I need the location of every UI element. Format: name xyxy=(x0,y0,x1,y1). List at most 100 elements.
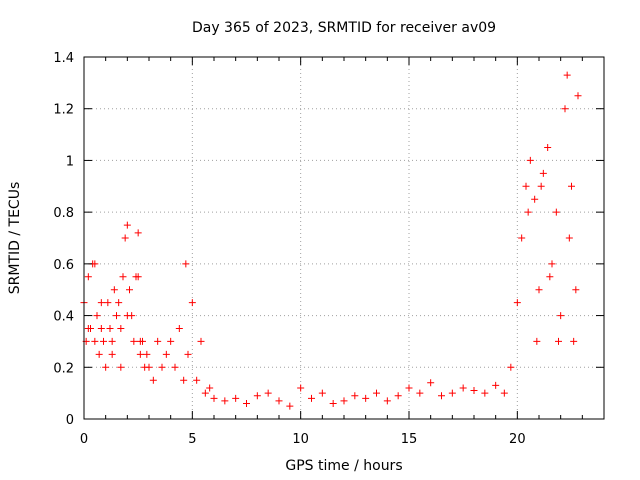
data-point xyxy=(104,299,112,307)
data-point xyxy=(546,273,554,281)
data-point xyxy=(184,350,192,358)
data-point xyxy=(500,389,508,397)
data-points xyxy=(80,71,582,410)
data-point xyxy=(154,337,162,345)
data-point xyxy=(100,337,107,345)
data-point xyxy=(563,71,571,79)
x-axis-label: GPS time / hours xyxy=(285,458,402,474)
x-tick-label: 5 xyxy=(188,432,196,447)
data-point xyxy=(448,389,456,397)
data-point xyxy=(405,384,413,392)
data-point xyxy=(329,399,337,407)
data-point xyxy=(188,299,196,307)
y-axis-label: SRMTID / TECUs xyxy=(7,182,23,295)
data-point xyxy=(544,144,552,151)
data-point xyxy=(91,337,99,345)
data-point xyxy=(481,389,489,397)
data-point xyxy=(537,182,545,190)
data-point xyxy=(136,337,144,345)
data-point xyxy=(548,260,556,268)
data-point xyxy=(221,397,229,405)
data-point xyxy=(91,260,99,268)
data-point xyxy=(115,299,123,307)
data-point xyxy=(470,387,478,395)
data-point xyxy=(210,394,218,402)
chart-title: Day 365 of 2023, SRMTID for receiver av0… xyxy=(192,20,496,36)
data-point xyxy=(180,376,188,384)
grid xyxy=(84,57,604,419)
data-point xyxy=(557,312,565,320)
data-point xyxy=(340,397,348,405)
data-point xyxy=(95,350,103,358)
data-point xyxy=(97,299,105,307)
data-point xyxy=(308,394,315,402)
data-point xyxy=(555,337,562,345)
data-point xyxy=(526,156,534,164)
data-point xyxy=(524,208,532,216)
y-tick-label: 0.8 xyxy=(53,206,74,221)
y-tick-label: 1.2 xyxy=(53,103,74,118)
data-point xyxy=(97,325,105,332)
data-point xyxy=(275,397,283,405)
ticks: 0 0.2 0.4 0.6 0.8 1 1.2 1.4 0 5 10 15 20 xyxy=(53,51,604,447)
data-point xyxy=(507,363,515,371)
data-point xyxy=(123,221,131,229)
data-point xyxy=(264,389,272,397)
data-point xyxy=(143,350,151,358)
data-point xyxy=(134,229,142,237)
data-point xyxy=(175,325,183,332)
data-point xyxy=(102,363,110,371)
x-tick-label: 15 xyxy=(401,432,418,447)
data-point xyxy=(286,402,294,410)
data-point xyxy=(167,337,175,345)
y-tick-label: 0 xyxy=(66,413,74,428)
data-point xyxy=(351,392,359,400)
data-point xyxy=(297,384,305,392)
data-point xyxy=(570,337,578,345)
data-point xyxy=(383,397,391,405)
data-point xyxy=(565,234,573,242)
data-point xyxy=(394,392,402,400)
data-point xyxy=(201,389,209,397)
data-point xyxy=(108,337,116,345)
y-tick-label: 0.6 xyxy=(53,258,74,273)
data-point xyxy=(492,381,500,389)
data-point xyxy=(123,312,131,320)
data-point xyxy=(106,325,114,332)
data-point xyxy=(438,392,445,400)
data-point xyxy=(121,234,129,242)
data-point xyxy=(572,286,580,294)
data-point xyxy=(362,394,370,402)
data-point xyxy=(373,389,380,397)
data-point xyxy=(108,350,116,358)
data-point xyxy=(243,399,250,407)
data-point xyxy=(318,389,326,397)
data-point xyxy=(193,376,201,384)
data-point xyxy=(539,169,547,177)
data-point xyxy=(513,299,521,307)
data-point xyxy=(182,260,190,268)
data-point xyxy=(117,325,125,332)
data-point xyxy=(113,312,120,320)
data-point xyxy=(518,234,526,242)
data-point xyxy=(145,363,153,371)
data-point xyxy=(149,376,157,384)
plot-frame xyxy=(83,56,605,420)
data-point xyxy=(171,363,179,371)
x-tick-label: 20 xyxy=(509,432,526,447)
data-point xyxy=(531,195,539,203)
data-point xyxy=(416,389,424,397)
data-point xyxy=(206,384,214,392)
data-point xyxy=(162,350,170,358)
data-point xyxy=(253,392,261,400)
data-point xyxy=(110,286,118,294)
data-point xyxy=(134,273,142,281)
x-tick-label: 10 xyxy=(292,432,309,447)
data-point xyxy=(197,337,205,345)
data-point xyxy=(522,182,530,190)
data-point xyxy=(126,286,133,294)
x-tick-label: 0 xyxy=(80,432,88,447)
data-point xyxy=(427,379,435,387)
data-point xyxy=(561,105,569,113)
